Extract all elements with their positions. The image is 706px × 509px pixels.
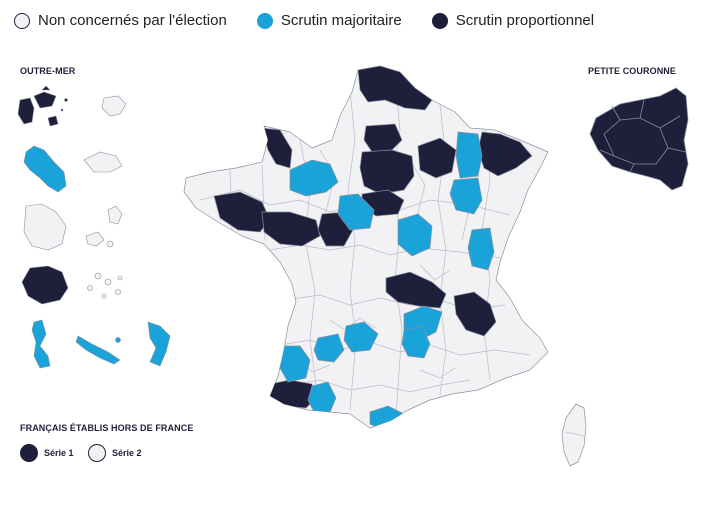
ile-futuna [85,231,105,247]
dept-loir-et-cher [337,193,375,231]
legend: Non concernés par l'élection Scrutin maj… [14,12,594,29]
dept-mayenne-sarthe [261,211,321,247]
serie-2: Série 2 [88,444,142,462]
saint-martin [83,151,123,173]
dept-marne [417,137,457,179]
polynesie [87,272,123,299]
ile-wallis [107,205,123,225]
legend-item-non-concernes: Non concernés par l'élection [14,12,227,29]
outre-mer-maps [17,85,171,369]
dept-lozere [401,325,431,359]
serie-1-label: Série 1 [44,448,74,458]
legend-label: Scrutin majoritaire [280,12,402,29]
legend-label: Scrutin proportionnel [455,12,595,29]
dept-pyrenees-atlantiques [269,379,317,409]
dept-saone-et-loire [385,271,447,309]
saint-pierre-et-miquelon [31,319,51,369]
saint-barthelemy [101,95,127,117]
dept-haute-garonne [307,381,337,413]
proportionnel-departments [213,66,533,409]
swatch-proportionnel-icon [431,12,448,29]
globe-outline-icon [88,444,106,462]
outre-mer-title: OUTRE-MER [20,66,76,76]
dept-rhone-isere [453,291,497,337]
petite-couronne-borders [599,99,687,173]
corse-border [565,431,585,437]
dept-meuse-vosges [455,131,483,179]
ile-loyaute [115,337,121,343]
hors-de-france-title: FRANÇAIS ÉTABLIS HORS DE FRANCE [20,423,194,433]
dept-nievre [397,213,433,257]
dept-manche [261,127,293,169]
legend-item-majoritaire: Scrutin majoritaire [256,12,402,29]
ile-small [106,240,114,248]
dept-haute-marne [449,177,483,215]
petite-couronne-title: PETITE COURONNE [588,66,677,76]
mayotte [147,321,171,367]
reunion [21,265,69,305]
swatch-non-concernes-icon [14,12,30,29]
guyane [23,203,67,251]
guadeloupe [17,85,68,127]
dept-gironde [279,345,311,383]
legend-item-proportionnel: Scrutin proportionnel [431,12,595,29]
dept-haute-vienne [343,321,379,353]
dept-jura-ain [467,227,495,271]
legend-label: Non concernés par l'élection [38,12,227,29]
petite-couronne-map [589,87,689,191]
swatch-majoritaire-icon [256,12,273,29]
france-mainland [183,65,587,467]
dept-dordogne [313,333,345,363]
corse [561,403,587,467]
dept-orne-sarthe [289,159,339,197]
serie-1: Série 1 [20,444,74,462]
serie-2-label: Série 2 [112,448,142,458]
petite-couronne-shape [589,87,689,191]
martinique [23,145,67,193]
nouvelle-caledonie [75,335,121,365]
dept-ile-de-france [359,149,415,195]
globe-filled-icon [20,444,38,462]
majoritaire-departments [279,131,495,428]
